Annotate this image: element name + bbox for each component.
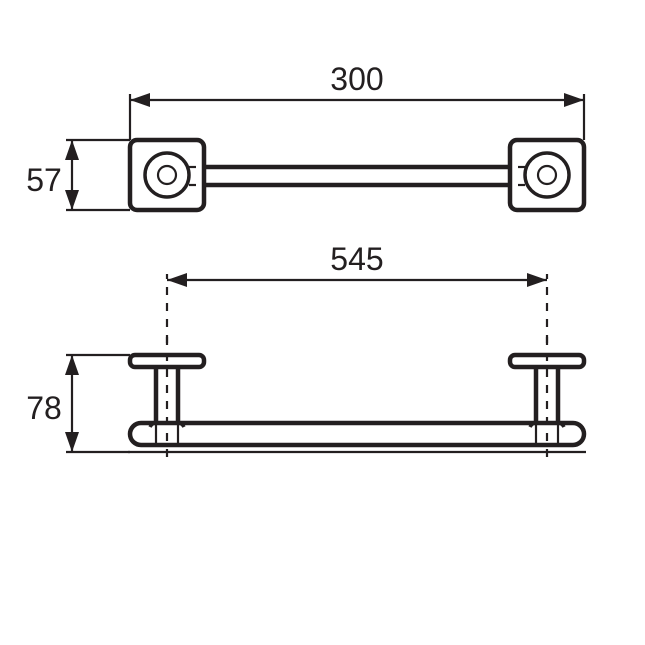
dimension-height-bottom: 78 [26,390,62,426]
dimension-width-top: 300 [330,61,383,97]
top-view-bar [130,423,584,445]
dimension-height-top: 57 [26,162,62,198]
dimension-width-bottom: 545 [330,241,383,277]
